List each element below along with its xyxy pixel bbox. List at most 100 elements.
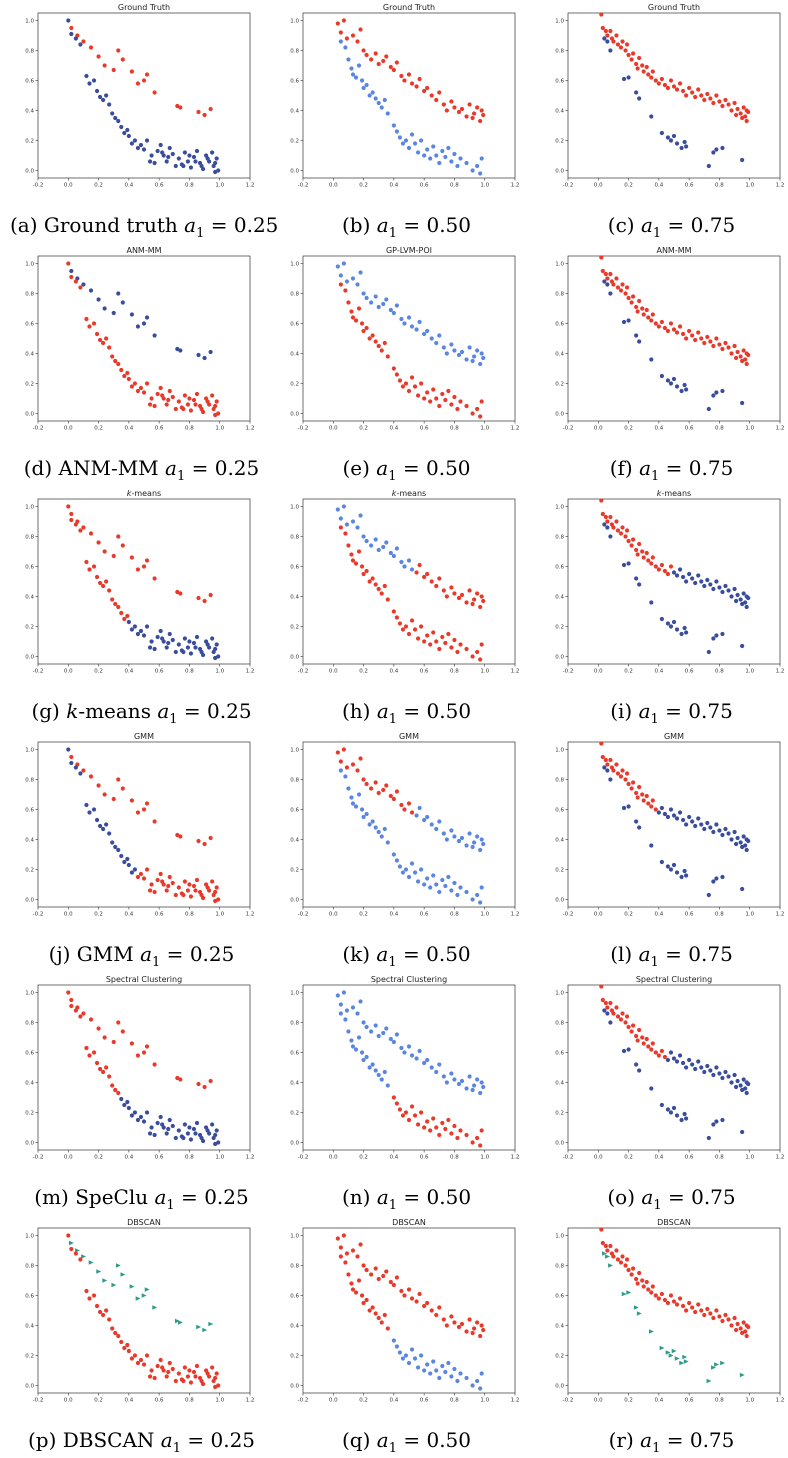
y-tick-label: 0.8: [25, 778, 34, 784]
subfigure-caption: (q) a1 = 0.50: [341, 1428, 471, 1456]
parameter-value: 0.75: [691, 1185, 736, 1209]
data-point-lower-cluster: [185, 888, 191, 893]
x-tick-label: 0.0: [64, 669, 73, 675]
x-tick-label: 0.8: [715, 1155, 724, 1161]
data-point-upper-cluster: [726, 588, 731, 593]
data-point-lower-cluster: [141, 147, 147, 152]
data-point-upper-cluster: [618, 1017, 624, 1022]
data-point-lower-cluster: [382, 1312, 387, 1318]
data-point-upper-cluster: [677, 1053, 683, 1058]
data-point-upper-cluster: [631, 51, 636, 56]
data-point-lower-cluster: [164, 402, 169, 407]
data-point-lower-cluster: [394, 1344, 399, 1349]
data-point-lower-cluster: [385, 111, 390, 116]
data-point-upper-cluster: [111, 1039, 116, 1045]
data-point-upper-cluster: [406, 72, 412, 77]
x-tick-label: -0.2: [33, 1398, 44, 1404]
data-point-upper-cluster: [478, 118, 483, 124]
data-point-upper-cluster: [111, 67, 116, 73]
data-point-upper-cluster: [659, 1291, 664, 1297]
data-point-lower-cluster: [194, 634, 200, 640]
data-point-upper-cluster: [456, 109, 462, 115]
data-point-lower-cluster: [706, 1135, 711, 1141]
data-point-upper-cluster: [624, 1014, 630, 1019]
x-tick-label: 0.4: [389, 912, 398, 918]
data-point-lower-cluster: [464, 160, 469, 166]
data-point-lower-cluster: [370, 90, 375, 95]
data-point-upper-cluster: [738, 840, 743, 845]
data-point-lower-cluster: [78, 1257, 83, 1262]
data-point-upper-cluster: [335, 21, 340, 26]
x-tick-label: 0.6: [685, 912, 694, 918]
subfigure-panel: GMM -0.2 0.0 0.2 0.4 0.6 0.8 1.0 1.2 0.0 0.2 0.4 0.6…: [540, 729, 788, 972]
data-point-upper-cluster: [618, 288, 624, 293]
data-point-lower-cluster: [214, 156, 219, 161]
y-tick-label: 0.4: [25, 595, 34, 601]
data-point-upper-cluster: [376, 790, 381, 796]
x-tick-label: 0.4: [654, 183, 663, 189]
data-point-upper-cluster: [96, 54, 101, 59]
data-point-lower-cluster: [682, 1354, 688, 1360]
data-point-upper-cluster: [614, 519, 619, 524]
data-point-lower-cluster: [346, 786, 351, 791]
x-tick-label: 0.4: [124, 1155, 133, 1161]
data-point-lower-cluster: [343, 1017, 348, 1022]
data-point-lower-cluster: [382, 583, 387, 589]
data-point-upper-cluster: [653, 807, 658, 812]
parameter-value: 0.75: [689, 1428, 735, 1452]
data-point-upper-cluster: [116, 1020, 121, 1025]
data-point-lower-cluster: [193, 159, 198, 164]
data-point-lower-cluster: [110, 1083, 115, 1088]
x-tick-label: 0.6: [155, 1155, 164, 1161]
data-point-lower-cluster: [125, 127, 130, 133]
data-point-lower-cluster: [353, 561, 359, 566]
data-point-lower-cluster: [213, 646, 218, 652]
data-point-upper-cluster: [620, 282, 625, 287]
data-point-upper-cluster: [470, 358, 475, 364]
data-point-lower-cluster: [343, 1260, 348, 1265]
y-tick-label: 0.8: [290, 49, 299, 55]
data-point-lower-cluster: [679, 1360, 685, 1366]
x-tick-label: 0.2: [359, 183, 368, 189]
data-point-lower-cluster: [608, 1263, 613, 1268]
data-point-upper-cluster: [381, 544, 386, 550]
data-point-lower-cluster: [164, 888, 169, 893]
x-tick-label: 0.8: [450, 912, 459, 918]
axes-frame: [567, 984, 781, 1151]
data-point-upper-cluster: [116, 48, 121, 53]
data-point-upper-cluster: [623, 48, 628, 53]
y-tick-label: 0.2: [555, 139, 564, 145]
x-tick-label: 1.0: [480, 183, 489, 189]
data-point-lower-cluster: [455, 1378, 460, 1384]
data-point-upper-cluster: [364, 295, 369, 301]
data-point-upper-cluster: [620, 768, 625, 773]
data-point-lower-cluster: [379, 348, 384, 353]
x-tick-label: 1.2: [246, 669, 255, 675]
data-point-upper-cluster: [96, 297, 101, 302]
data-point-lower-cluster: [191, 397, 197, 403]
data-point-lower-cluster: [634, 333, 639, 338]
y-tick-label: 1.0: [25, 748, 34, 754]
y-tick-label: 1.0: [555, 748, 564, 754]
plot-title: Ground Truth: [383, 3, 435, 12]
data-point-lower-cluster: [353, 75, 359, 80]
data-point-lower-cluster: [684, 387, 689, 392]
data-point-upper-cluster: [470, 844, 475, 850]
plot-title: Spectral Clustering: [106, 975, 182, 984]
x-tick-label: 1.0: [745, 1155, 754, 1161]
x-tick-label: 1.0: [745, 426, 754, 432]
data-point-upper-cluster: [402, 807, 407, 812]
data-point-upper-cluster: [467, 102, 472, 107]
axes-frame: [302, 741, 516, 908]
data-point-lower-cluster: [621, 1291, 627, 1297]
data-point-upper-cluster: [129, 798, 134, 803]
data-point-upper-cluster: [611, 768, 616, 773]
data-point-upper-cluster: [640, 1035, 645, 1040]
axes-frame: [302, 255, 516, 422]
data-point-lower-cluster: [199, 892, 204, 898]
subfigure-caption: (b) a1 = 0.50: [341, 213, 471, 241]
data-point-lower-cluster: [119, 1339, 124, 1345]
data-point-lower-cluster: [637, 96, 642, 101]
data-point-lower-cluster: [440, 877, 445, 883]
data-point-lower-cluster: [668, 1110, 674, 1115]
